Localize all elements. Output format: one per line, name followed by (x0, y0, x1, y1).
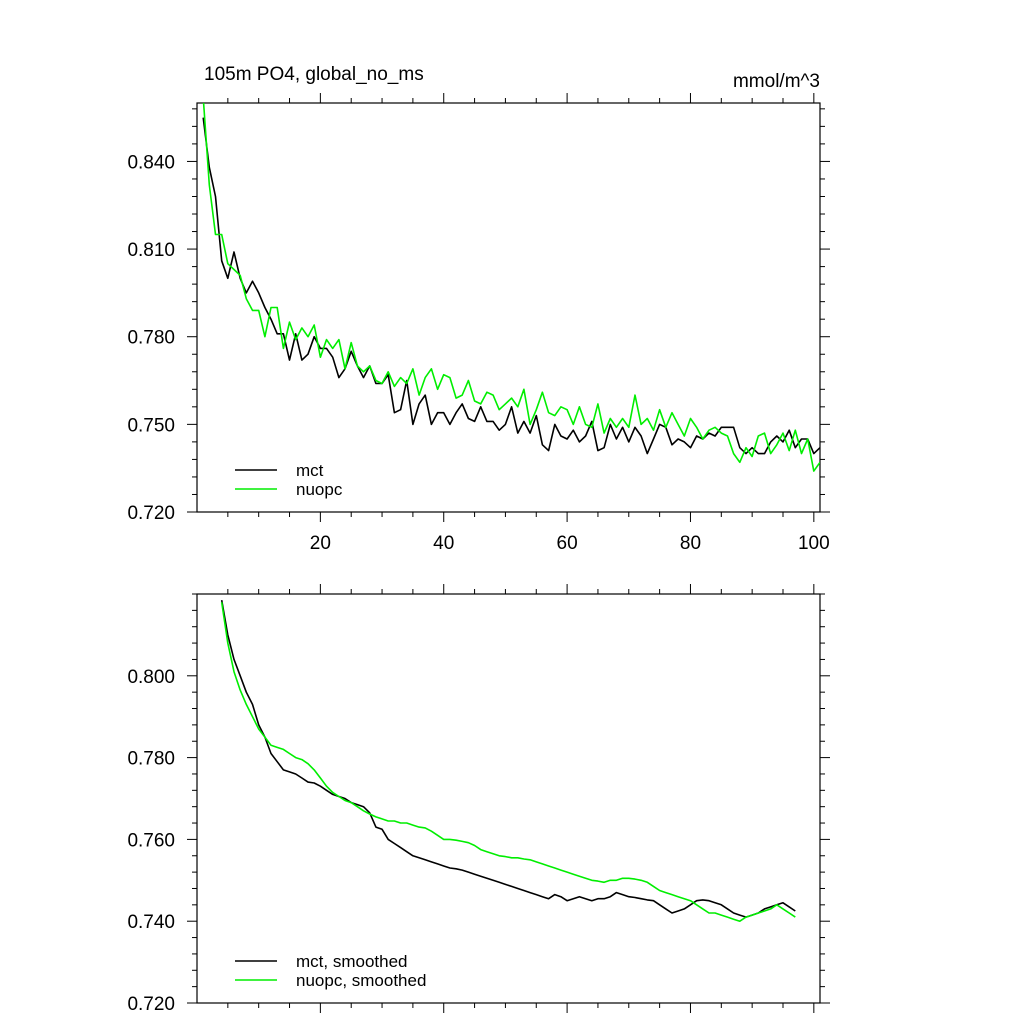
top-series-line-mct (202, 117, 820, 455)
top-legend-label-mct: mct (296, 461, 324, 480)
bottom-plot-frame (196, 593, 821, 1004)
top-y-tick-label: 0.840 (127, 152, 175, 173)
top-y-tick-label: 0.720 (127, 503, 175, 524)
bottom-chart-panel: 0.720 0.740 0.760 0.780 0.800 mct, smoothedn… (127, 584, 830, 1015)
bottom-series-line-mct-smoothed (220, 599, 796, 918)
top-y-tick-label: 0.780 (127, 328, 175, 349)
top-x-tick-label: 40 (433, 533, 454, 554)
bottom-y-tick-label: 0.740 (127, 912, 175, 933)
top-chart-ticks: 20 40 60 80 100 0.720 0.750 0.780 0.810 0.840 (127, 93, 830, 554)
bottom-y-tick-label: 0.720 (127, 994, 175, 1015)
bottom-y-tick-label: 0.780 (127, 749, 175, 770)
top-chart-axes (196, 102, 821, 513)
top-legend-label-nuopc: nuopc (296, 480, 343, 499)
bottom-y-tick-label: 0.800 (127, 667, 175, 688)
top-series-line-nuopc (202, 103, 820, 472)
top-chart-units: mmol/m^3 (733, 71, 820, 92)
bottom-legend-label-nuopc-smoothed: nuopc, smoothed (296, 971, 426, 990)
bottom-series-line-nuopc-smoothed (220, 602, 796, 923)
top-chart-series (202, 103, 820, 472)
top-chart-panel: 105m PO4, global_no_ms mmol/m^3 20 40 60 80… (127, 64, 830, 554)
top-plot-frame (196, 102, 821, 513)
top-x-tick-label: 60 (557, 533, 578, 554)
top-x-tick-label: 20 (310, 533, 331, 554)
top-x-tick-label: 80 (680, 533, 701, 554)
top-x-tick-label: 100 (798, 533, 830, 554)
bottom-y-tick-label: 0.760 (127, 830, 175, 851)
bottom-legend-label-mct-smoothed: mct, smoothed (296, 952, 408, 971)
top-y-tick-label: 0.810 (127, 240, 175, 261)
bottom-chart-ticks: 0.720 0.740 0.760 0.780 0.800 (127, 584, 830, 1015)
top-y-tick-label: 0.750 (127, 415, 175, 436)
bottom-chart-axes (196, 593, 821, 1004)
bottom-chart-series (220, 599, 796, 923)
top-chart-title: 105m PO4, global_no_ms (204, 64, 424, 85)
